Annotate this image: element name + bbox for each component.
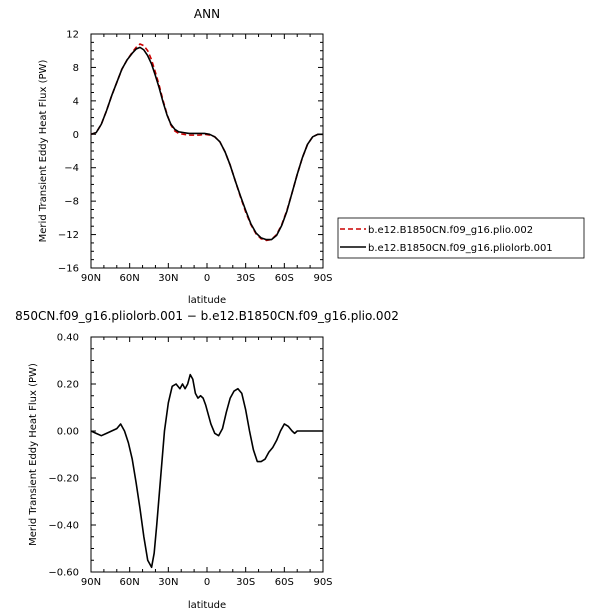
panel2-x-tick-label: 60N — [120, 577, 140, 588]
panel1-y-tick-label: −12 — [58, 230, 79, 241]
panel1-legend-label-1: b.e12.B1850CN.f09_g16.plio.002 — [368, 225, 533, 236]
panel2-y-tick-label: 0.20 — [57, 380, 79, 391]
panel1-y-tick-label: 8 — [73, 63, 79, 74]
panel2-y-tick-label: −0.60 — [48, 568, 79, 579]
panel1-x-axis-label: latitude — [188, 295, 226, 306]
panel1-x-tick-label: 30S — [236, 273, 255, 284]
panel1-series-line-1 — [90, 43, 323, 242]
panel1-x-tick-label: 0 — [204, 273, 210, 284]
panel1-legend-box — [337, 217, 585, 259]
panel2-series-line-1 — [90, 373, 323, 569]
panel1-y-tick-label: 4 — [73, 96, 79, 107]
panel2-plot-frame — [90, 336, 324, 573]
panel2-x-tick-label: 30N — [158, 577, 178, 588]
panel2-y-tick-label: −0.20 — [48, 474, 79, 485]
panel2-x-axis-label: latitude — [188, 600, 226, 611]
panel1-x-tick-label: 90N — [81, 273, 101, 284]
panel1-y-tick-label: −4 — [64, 163, 79, 174]
panel2-x-tick-label: 90N — [81, 577, 101, 588]
panel2-x-tick-label: 30S — [236, 577, 255, 588]
panel1-y-axis-label: Merid Transient Eddy Heat Flux (PW) — [38, 60, 49, 243]
panel2-x-tick-label: 0 — [204, 577, 210, 588]
panel1-x-tick-label: 30N — [158, 273, 178, 284]
panel1-y-tick-label: −8 — [64, 197, 79, 208]
panel1-x-tick-label: 60S — [275, 273, 294, 284]
panel1-x-tick-label: 90S — [313, 273, 332, 284]
panel1-plot-frame — [90, 33, 324, 269]
panel2-y-tick-label: −0.40 — [48, 521, 79, 532]
panel1-legend-label-2: b.e12.B1850CN.f09_g16.pliolorb.001 — [368, 243, 553, 254]
panel2-chart-title: 850CN.f09_g16.pliolorb.001 − b.e12.B1850… — [15, 309, 399, 323]
panel1-y-tick-label: 0 — [73, 130, 79, 141]
panel2-y-tick-label: 0.40 — [57, 333, 79, 344]
panel1-y-tick-label: 12 — [66, 30, 79, 41]
panel2-x-tick-label: 60S — [275, 577, 294, 588]
panel2-x-tick-label: 90S — [313, 577, 332, 588]
panel1-series-line-2 — [90, 46, 323, 241]
panel1-chart-title: ANN — [194, 7, 220, 21]
panel1-x-tick-label: 60N — [120, 273, 140, 284]
panel1-y-tick-label: −16 — [58, 264, 79, 275]
panel2-y-axis-label: Merid Transient Eddy Heat Flux (PW) — [28, 363, 39, 546]
panel2-y-tick-label: 0.00 — [57, 427, 79, 438]
